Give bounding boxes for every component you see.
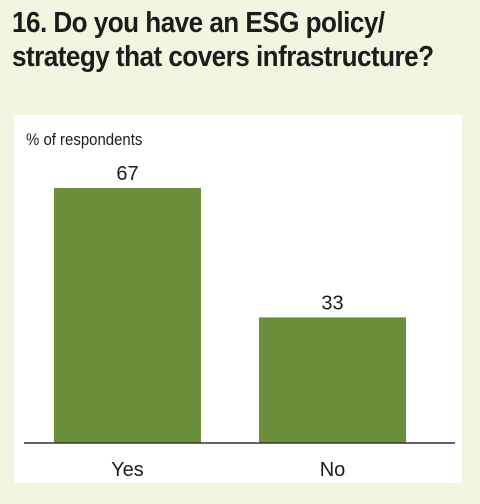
chart-title-line-2: strategy that covers infrastructure? xyxy=(12,41,434,73)
bar-yes xyxy=(54,188,201,443)
chart-title-line-1: 16. Do you have an ESG policy/ xyxy=(12,7,385,39)
x-tick-label-no: No xyxy=(320,459,346,481)
chart-title: 16. Do you have an ESG policy/ strategy … xyxy=(12,6,434,74)
bar-no xyxy=(259,317,406,443)
data-label-no: 33 xyxy=(321,292,343,314)
x-tick-label-yes: Yes xyxy=(111,459,144,481)
data-label-yes: 67 xyxy=(116,163,138,185)
y-axis-label: % of respondents xyxy=(26,131,142,149)
